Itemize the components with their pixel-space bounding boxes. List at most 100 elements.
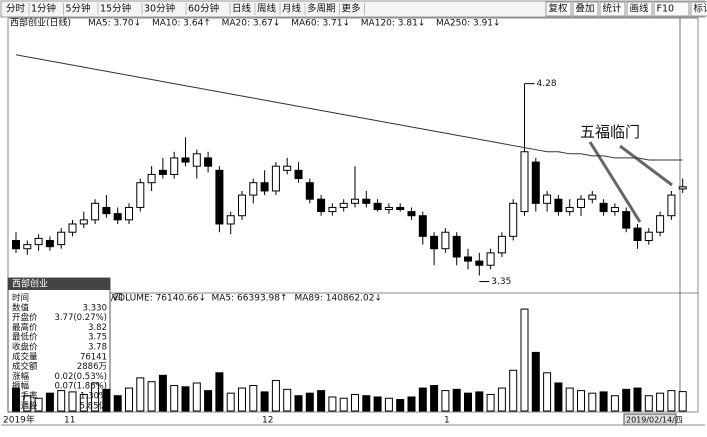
volume-bar xyxy=(79,393,88,412)
volume-bar xyxy=(588,392,597,412)
volume-bar xyxy=(23,395,32,412)
candle-body xyxy=(520,151,529,213)
info-label: 最高价 xyxy=(12,322,38,333)
volume-bar xyxy=(113,395,122,412)
candle-body xyxy=(497,235,506,254)
candle-body xyxy=(373,202,382,211)
candle-body xyxy=(407,211,416,217)
toolbar-button-label[interactable]: 画线 xyxy=(630,3,650,15)
volume-bar xyxy=(283,388,292,412)
info-label: 开盘价 xyxy=(12,312,38,323)
toolbar-tab[interactable]: 分时 xyxy=(6,3,26,15)
candle-body xyxy=(351,198,359,204)
candle-body xyxy=(384,206,393,211)
ma-legend: MA5: 3.70↓ xyxy=(88,19,141,29)
toolbar-button[interactable] xyxy=(626,1,653,17)
ma-legend: MA120: 3.81↓ xyxy=(361,19,426,29)
toolbar-button-label[interactable]: 复权 xyxy=(549,3,569,15)
toolbar-button-label[interactable]: F10 xyxy=(657,4,675,15)
candle-body xyxy=(452,235,461,258)
volume-bar xyxy=(577,390,585,412)
info-label: 最低价 xyxy=(12,332,38,343)
toolbar-button[interactable] xyxy=(572,1,599,17)
volume-bar xyxy=(317,390,326,412)
info-label: 振幅 xyxy=(12,381,30,392)
volume-bar xyxy=(204,390,213,412)
candle-body xyxy=(249,182,258,196)
info-label: 成交额 xyxy=(12,361,38,372)
volume-bar xyxy=(441,390,450,412)
date-label: 11 xyxy=(64,416,75,426)
candle-body xyxy=(102,206,111,215)
volume-bar xyxy=(396,399,405,412)
toolbar-tab[interactable]: 日线 xyxy=(232,3,252,15)
min-marker: 3.35 xyxy=(491,277,511,287)
info-label: 收盘价 xyxy=(12,342,38,353)
volume-bar xyxy=(305,392,314,412)
candle-body xyxy=(34,237,43,246)
toolbar-tab[interactable]: 月线 xyxy=(282,3,302,15)
toolbar-button[interactable] xyxy=(545,1,572,17)
volume-bar xyxy=(181,386,190,412)
toolbar-tab[interactable]: 15分钟 xyxy=(100,3,131,15)
candle-body xyxy=(238,194,246,217)
volume-bar xyxy=(644,395,653,412)
candle-body xyxy=(599,202,608,213)
toolbar-tab[interactable]: 周线 xyxy=(257,3,277,15)
volume-bar xyxy=(68,391,77,412)
toolbar-tab[interactable]: 1分钟 xyxy=(31,3,56,15)
volume-bar xyxy=(520,308,529,412)
annotation-arrow xyxy=(588,141,642,223)
toolbar-button[interactable] xyxy=(653,1,690,17)
candle-body xyxy=(418,215,427,237)
candle-body xyxy=(509,202,518,237)
candle-body xyxy=(12,239,20,250)
toolbar-tab[interactable]: 30分钟 xyxy=(144,3,175,15)
volume-bar xyxy=(249,385,258,412)
volume-bar xyxy=(599,391,608,412)
volume-bar xyxy=(351,393,359,412)
toolbar-tab[interactable]: 更多 xyxy=(342,3,361,15)
date-label: 1 xyxy=(444,416,450,426)
volume-legend: MA5: 66393.98↑ xyxy=(212,294,288,304)
info-value: 0.07(1.86%) xyxy=(54,382,107,392)
volume-bar xyxy=(192,382,201,412)
info-label: 涨幅 xyxy=(12,371,30,382)
info-value: 3.330 xyxy=(83,303,107,313)
volume-bar xyxy=(418,387,427,412)
volume-bar xyxy=(531,351,540,412)
info-box-header xyxy=(8,278,110,290)
info-value: 3.82 xyxy=(88,323,107,333)
info-label: 成交量 xyxy=(12,351,38,362)
info-value: 3.77(0.27%) xyxy=(54,313,107,323)
candle-body xyxy=(317,198,326,213)
candle-body xyxy=(543,194,552,204)
volume-bar xyxy=(656,392,665,412)
candle-body xyxy=(215,169,224,225)
info-label: 流通股 xyxy=(12,400,38,411)
toolbar-button-label[interactable]: 统计 xyxy=(603,3,623,15)
date-label: 2019/02/14/四 xyxy=(626,416,683,425)
toolbar-tab[interactable]: 60分钟 xyxy=(188,3,219,15)
volume-bar xyxy=(339,397,348,412)
toolbar-button[interactable] xyxy=(599,1,626,17)
toolbar-button-label[interactable]: 标记 xyxy=(694,3,707,15)
candle-body xyxy=(45,239,54,248)
toolbar-tab[interactable]: 5分钟 xyxy=(66,3,91,15)
candle-body xyxy=(158,169,167,175)
toolbar-tab[interactable]: 多周期 xyxy=(307,3,336,15)
toolbar-button[interactable] xyxy=(690,1,707,17)
ma-legend: MA20: 3.67↓ xyxy=(222,19,281,29)
volume-bar xyxy=(215,372,224,412)
candle-body xyxy=(430,235,439,250)
candle-body xyxy=(610,206,619,213)
candle-body xyxy=(678,186,687,190)
volume-bar xyxy=(464,392,472,412)
volume-bar xyxy=(486,393,495,412)
candle-body xyxy=(271,165,280,192)
info-value: 5.85亿 xyxy=(80,400,107,411)
candle-body xyxy=(588,194,597,200)
candle-body xyxy=(181,157,190,163)
volume-bar xyxy=(554,382,563,412)
toolbar-button-label[interactable]: 叠加 xyxy=(576,4,595,15)
